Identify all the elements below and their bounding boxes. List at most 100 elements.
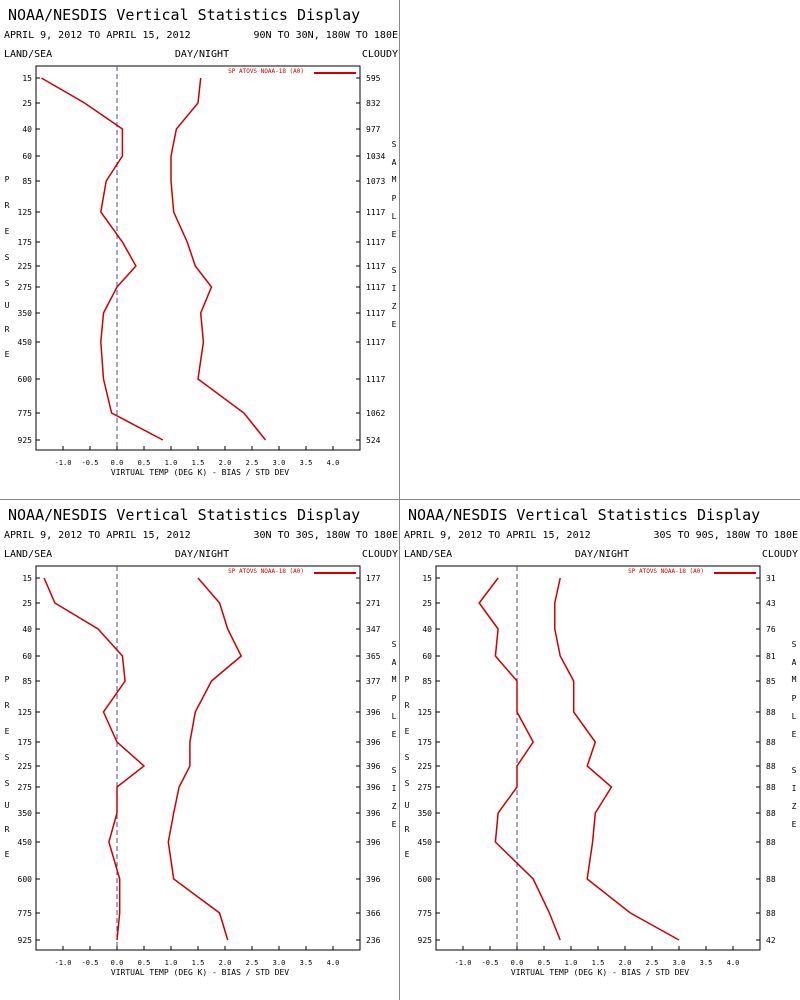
- sample-size-label: 236: [366, 936, 381, 945]
- x-tick-label: 4.0: [327, 459, 340, 467]
- x-tick-label: 1.0: [165, 459, 178, 467]
- sample-size-label: 1034: [366, 152, 385, 161]
- land-sea-label: LAND/SEA: [404, 549, 452, 560]
- sample-size-label: 396: [366, 738, 381, 747]
- pressure-tick-label: 15: [22, 574, 32, 583]
- sample-size-label: 366: [366, 909, 381, 918]
- sample-size-axis-letter: S: [392, 140, 397, 149]
- x-tick-label: 2.5: [246, 959, 259, 967]
- sample-size-label: 1117: [366, 238, 385, 247]
- pressure-tick-label: 450: [18, 338, 33, 347]
- pressure-axis-letter: U: [5, 801, 10, 810]
- sample-size-axis-letter: I: [392, 284, 397, 293]
- pressure-tick-label: 15: [422, 574, 432, 583]
- sample-size-axis-letter: E: [392, 230, 397, 239]
- pressure-tick-label: 350: [18, 309, 33, 318]
- sample-size-label: 1117: [366, 338, 385, 347]
- x-tick-label: 2.0: [619, 959, 632, 967]
- pressure-axis-letter: E: [5, 350, 10, 359]
- day-night-label: DAY/NIGHT: [575, 549, 629, 560]
- sample-size-label: 88: [766, 783, 776, 792]
- sample-size-label: 396: [366, 708, 381, 717]
- pressure-axis-letter: S: [5, 253, 10, 262]
- sample-size-label: 88: [766, 875, 776, 884]
- series-line-bias: [41, 77, 164, 441]
- x-tick-label: 1.0: [165, 959, 178, 967]
- pressure-axis-letter: P: [405, 675, 410, 684]
- x-tick-label: 0.5: [538, 959, 551, 967]
- cloudy-label: CLOUDY: [762, 549, 798, 560]
- sample-size-axis-letter: P: [792, 694, 797, 703]
- sample-size-axis-letter: Z: [792, 802, 797, 811]
- pressure-tick-label: 125: [418, 708, 433, 717]
- x-tick-label: 2.5: [646, 959, 659, 967]
- sample-size-axis-letter: A: [392, 658, 397, 667]
- sample-size-label: 88: [766, 708, 776, 717]
- vertical-stats-panel-sh: NOAA/NESDIS Vertical Statistics Display A…: [400, 500, 800, 1000]
- x-tick-label: 2.5: [246, 459, 259, 467]
- pressure-axis-letter: E: [5, 727, 10, 736]
- sample-size-label: 377: [366, 677, 381, 686]
- legend-label: SP ATOVS NOAA-18 (A0): [628, 568, 704, 575]
- sample-size-axis-letter: E: [392, 320, 397, 329]
- panel-divider-horizontal: [0, 499, 800, 500]
- series-line-std-dev: [170, 77, 267, 441]
- pressure-axis-letter: P: [5, 175, 10, 184]
- sample-size-axis-letter: P: [392, 694, 397, 703]
- x-tick-label: 4.0: [727, 959, 740, 967]
- pressure-tick-label: 225: [418, 762, 433, 771]
- x-tick-label: 0.0: [511, 959, 524, 967]
- pressure-tick-label: 925: [18, 936, 33, 945]
- chart-title: NOAA/NESDIS Vertical Statistics Display: [8, 506, 360, 524]
- pressure-tick-label: 225: [18, 262, 33, 271]
- day-night-label: DAY/NIGHT: [175, 549, 229, 560]
- series-line-std-dev: [167, 577, 243, 941]
- chart-date-range: APRIL 9, 2012 TO APRIL 15, 2012: [4, 530, 191, 541]
- plot-frame: [35, 565, 361, 951]
- sample-size-axis-letter: S: [792, 640, 797, 649]
- x-tick-label: -0.5: [82, 459, 99, 467]
- sample-size-label: 42: [766, 936, 776, 945]
- x-tick-label: 1.5: [592, 959, 605, 967]
- chart-date-range: APRIL 9, 2012 TO APRIL 15, 2012: [4, 30, 191, 41]
- sample-size-label: 347: [366, 625, 381, 634]
- sample-size-label: 1117: [366, 309, 385, 318]
- pressure-tick-label: 925: [418, 936, 433, 945]
- pressure-axis-letter: S: [405, 753, 410, 762]
- pressure-axis-letter: S: [5, 279, 10, 288]
- pressure-tick-label: 15: [22, 74, 32, 83]
- sample-size-label: 396: [366, 838, 381, 847]
- sample-size-label: 1117: [366, 262, 385, 271]
- pressure-tick-label: 600: [418, 875, 433, 884]
- x-tick-label: -0.5: [82, 959, 99, 967]
- sample-size-axis-letter: P: [392, 194, 397, 203]
- sample-size-label: 88: [766, 809, 776, 818]
- sample-size-axis-letter: M: [392, 675, 397, 684]
- x-tick-label: 0.5: [138, 459, 151, 467]
- sample-size-label: 88: [766, 738, 776, 747]
- pressure-axis-letter: S: [5, 753, 10, 762]
- sample-size-label: 43: [766, 599, 776, 608]
- x-tick-label: -1.0: [455, 959, 472, 967]
- pressure-tick-label: 125: [18, 708, 33, 717]
- sample-size-label: 88: [766, 762, 776, 771]
- vertical-stats-panel-nh: NOAA/NESDIS Vertical Statistics Display A…: [0, 0, 400, 500]
- pressure-tick-label: 450: [418, 838, 433, 847]
- sample-size-axis-letter: L: [392, 712, 397, 721]
- pressure-tick-label: 175: [18, 238, 33, 247]
- pressure-tick-label: 85: [422, 677, 432, 686]
- x-tick-label: 1.5: [192, 459, 205, 467]
- sample-size-label: 76: [766, 625, 776, 634]
- pressure-tick-label: 175: [18, 738, 33, 747]
- pressure-tick-label: 775: [18, 409, 33, 418]
- sample-size-label: 81: [766, 652, 776, 661]
- x-tick-label: 4.0: [327, 959, 340, 967]
- pressure-tick-label: 40: [422, 625, 432, 634]
- x-tick-label: 3.5: [300, 959, 313, 967]
- sample-size-label: 832: [366, 99, 381, 108]
- pressure-tick-label: 85: [22, 177, 32, 186]
- pressure-axis-letter: S: [405, 779, 410, 788]
- pressure-tick-label: 600: [18, 875, 33, 884]
- chart-date-range: APRIL 9, 2012 TO APRIL 15, 2012: [404, 530, 591, 541]
- x-axis-title: VIRTUAL TEMP (DEG K) - BIAS / STD DEV: [511, 968, 689, 977]
